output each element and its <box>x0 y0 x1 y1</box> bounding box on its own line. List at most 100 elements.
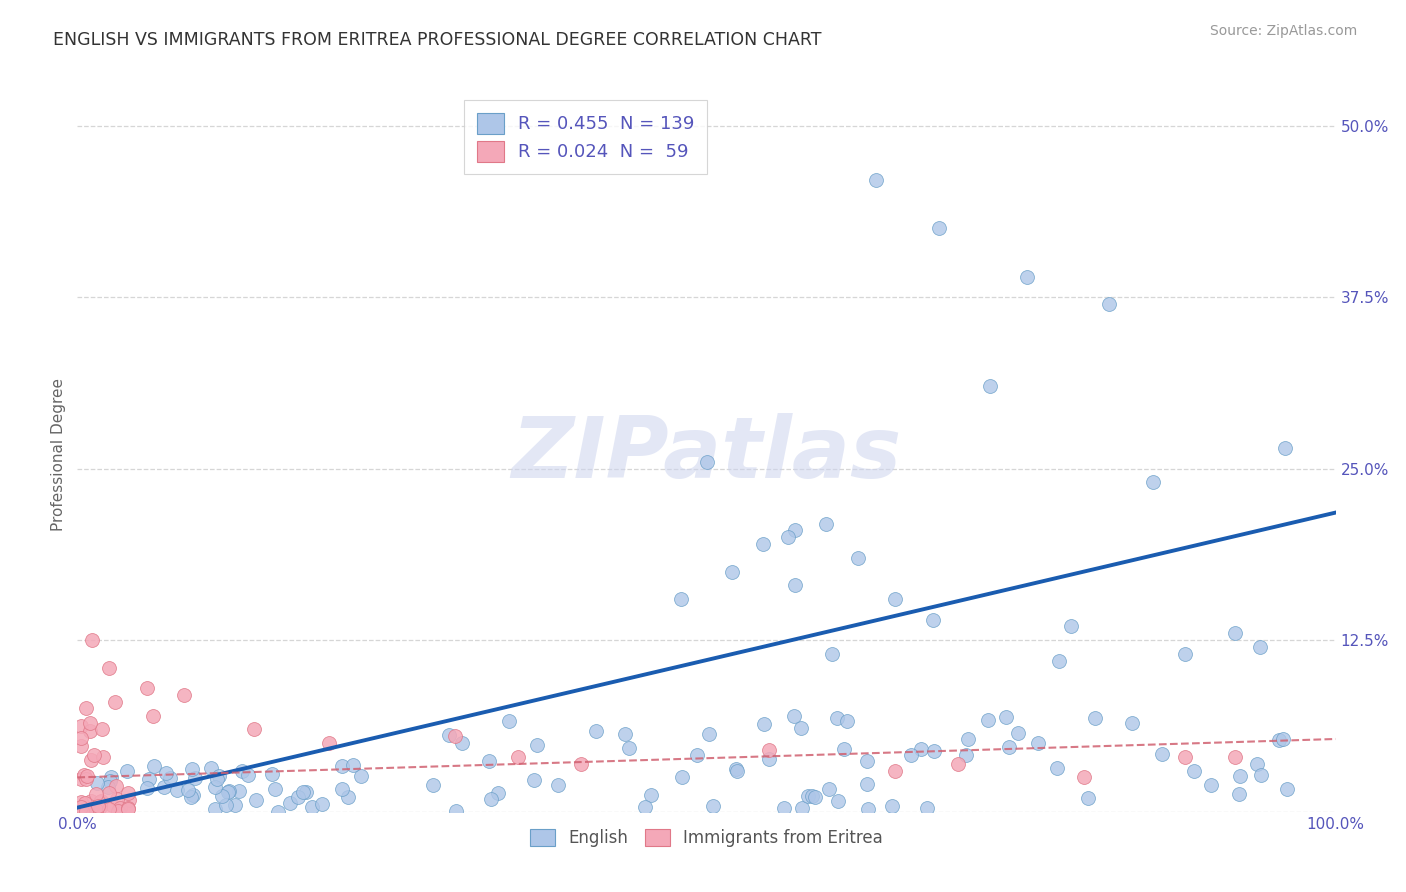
Point <box>93 750 115 764</box>
Point <box>955 747 977 762</box>
Point <box>486 786 509 800</box>
Point <box>75 772 97 787</box>
Point <box>350 769 373 783</box>
Point <box>837 714 859 728</box>
Point <box>184 771 207 785</box>
Point <box>97 780 120 794</box>
Point <box>228 784 250 798</box>
Point <box>82 633 104 648</box>
Point <box>278 796 301 810</box>
Point <box>208 769 231 783</box>
Point <box>900 747 922 762</box>
Point <box>752 537 775 551</box>
Point <box>73 767 96 781</box>
Point <box>758 743 780 757</box>
Point <box>856 777 879 791</box>
Point <box>1073 771 1095 785</box>
Point <box>86 800 108 814</box>
Point <box>702 798 724 813</box>
Point <box>142 708 165 723</box>
Point <box>1174 749 1197 764</box>
Point <box>79 753 101 767</box>
Point <box>444 729 467 743</box>
Point <box>76 769 98 783</box>
Point <box>104 695 127 709</box>
Point <box>75 700 97 714</box>
Point <box>138 772 160 786</box>
Point <box>977 713 1000 727</box>
Point <box>783 578 806 592</box>
Point <box>159 772 181 786</box>
Point <box>789 721 811 735</box>
Point <box>295 785 318 799</box>
Point <box>181 762 204 776</box>
Point <box>922 613 945 627</box>
Point <box>948 756 970 771</box>
Point <box>1250 768 1272 782</box>
Point <box>75 804 97 818</box>
Y-axis label: Professional Degree: Professional Degree <box>51 378 66 532</box>
Point <box>264 782 287 797</box>
Point <box>1084 711 1107 725</box>
Point <box>817 781 839 796</box>
Point <box>915 801 938 815</box>
Point <box>910 741 932 756</box>
Point <box>98 774 121 789</box>
Point <box>104 779 127 793</box>
Point <box>98 786 121 800</box>
Point <box>1142 475 1164 490</box>
Point <box>330 782 353 797</box>
Point <box>70 800 93 814</box>
Point <box>117 793 139 807</box>
Text: Source: ZipAtlas.com: Source: ZipAtlas.com <box>1209 24 1357 38</box>
Point <box>1249 640 1271 654</box>
Point <box>827 794 849 808</box>
Point <box>772 801 794 815</box>
Point <box>215 798 238 813</box>
Point <box>245 793 267 807</box>
Point <box>218 784 240 798</box>
Point <box>720 565 742 579</box>
Point <box>783 709 806 723</box>
Point <box>804 790 827 805</box>
Point <box>70 772 93 786</box>
Point <box>330 759 353 773</box>
Point <box>166 783 188 797</box>
Point <box>83 747 105 762</box>
Point <box>89 800 111 814</box>
Point <box>260 767 283 781</box>
Point <box>100 770 122 784</box>
Point <box>671 592 693 607</box>
Point <box>1274 441 1296 455</box>
Text: ZIPatlas: ZIPatlas <box>512 413 901 497</box>
Point <box>90 794 112 808</box>
Point <box>1275 782 1298 797</box>
Point <box>1174 647 1197 661</box>
Point <box>200 761 222 775</box>
Point <box>336 789 359 804</box>
Point <box>87 798 110 813</box>
Point <box>89 795 111 809</box>
Point <box>107 804 129 818</box>
Point <box>79 724 101 739</box>
Point <box>73 802 96 816</box>
Point <box>153 780 176 794</box>
Point <box>1047 654 1070 668</box>
Point <box>998 740 1021 755</box>
Point <box>797 789 820 803</box>
Point <box>155 766 177 780</box>
Point <box>70 719 93 733</box>
Point <box>1026 736 1049 750</box>
Point <box>1017 269 1039 284</box>
Point <box>827 711 849 725</box>
Point <box>1223 626 1246 640</box>
Point <box>72 803 94 817</box>
Point <box>498 714 520 729</box>
Point <box>856 754 879 768</box>
Point <box>287 789 309 804</box>
Point <box>84 787 107 801</box>
Point <box>922 743 945 757</box>
Point <box>115 764 138 779</box>
Point <box>686 747 709 762</box>
Point <box>614 727 637 741</box>
